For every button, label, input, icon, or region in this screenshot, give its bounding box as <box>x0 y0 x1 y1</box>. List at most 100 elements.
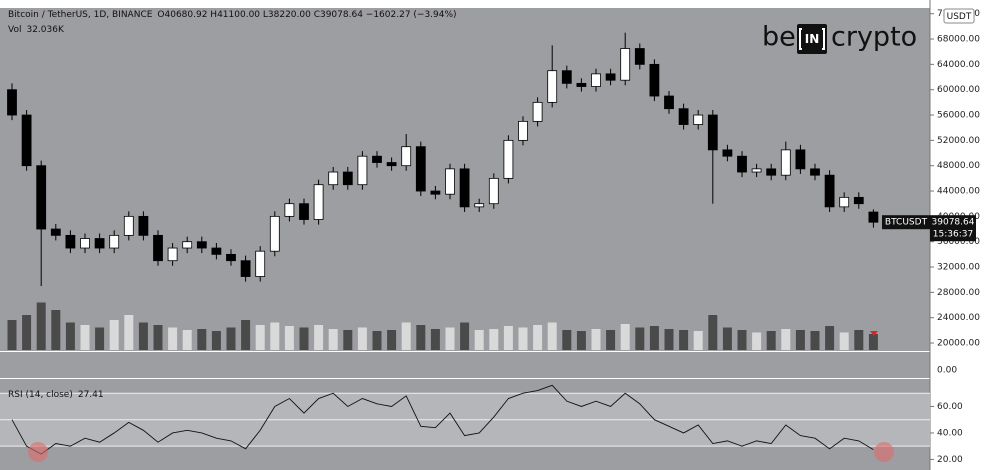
volume-bar <box>591 329 601 350</box>
ohlc-legend: O40680.92 H41100.00 L38220.00 C39078.64 … <box>157 10 456 20</box>
candle-body <box>138 215 149 236</box>
y-tick-label: 28000.00 <box>937 288 980 298</box>
candle-body <box>591 73 601 87</box>
candle-body <box>415 146 426 192</box>
volume-bar <box>182 330 192 350</box>
price-tag-label: 39078.64 <box>932 218 975 228</box>
volume-bar <box>489 329 499 350</box>
volume-bar <box>124 315 134 350</box>
logo-brackets <box>799 28 825 50</box>
candle-body <box>7 89 17 116</box>
candle-body <box>430 190 441 195</box>
candle-body <box>795 149 806 170</box>
logo-crypto: crypto <box>831 22 917 53</box>
volume-bar <box>606 330 616 350</box>
candle-body <box>445 168 455 195</box>
countdown-label: 15:36:37 <box>933 230 973 240</box>
volume-bar <box>241 320 251 350</box>
candle-body <box>664 95 674 110</box>
candle-body <box>532 101 543 122</box>
volume-bar <box>416 325 426 350</box>
candle-body <box>269 215 280 252</box>
volume-bar <box>766 331 776 350</box>
candle-body <box>751 168 762 173</box>
candle-body <box>36 165 47 230</box>
y-tick-label: 0.00 <box>937 366 957 376</box>
candle-body <box>547 70 558 103</box>
volume-bar <box>138 322 148 350</box>
rsi-low-highlight <box>28 442 48 462</box>
candle-body <box>620 48 631 81</box>
candle-body <box>80 238 90 249</box>
candle-body <box>357 155 368 186</box>
candle-body <box>372 155 382 163</box>
y-tick-label: 52000.00 <box>937 136 980 146</box>
currency-label: USDT <box>947 12 972 22</box>
candle-body <box>678 108 689 125</box>
rsi-line <box>11 384 874 455</box>
volume-bar <box>795 330 805 350</box>
candle-body <box>123 215 134 236</box>
volume-bar <box>503 326 513 350</box>
candle-body <box>284 203 295 217</box>
volume-bar <box>679 330 689 350</box>
y-tick-label: 64000.00 <box>937 60 980 70</box>
logo-in: IN <box>805 32 820 46</box>
volume-bar <box>781 329 791 350</box>
volume-bar <box>95 327 105 350</box>
candle-body <box>634 48 645 65</box>
candle-body <box>50 228 61 236</box>
candle-body <box>94 238 105 249</box>
volume-bar <box>270 322 280 350</box>
volume-title: Vol <box>8 25 21 35</box>
candle-body <box>226 253 236 262</box>
candle-body <box>707 114 718 151</box>
volume-bar <box>211 331 221 350</box>
volume-bar <box>255 325 265 350</box>
volume-bar <box>649 326 659 350</box>
volume-bar <box>562 330 572 350</box>
volume-bar <box>328 329 338 350</box>
candle-body <box>459 168 470 208</box>
volume-bar <box>387 330 397 350</box>
volume-bar <box>825 326 835 350</box>
rsi-last: 27.41 <box>78 390 104 400</box>
candle-body <box>153 234 163 262</box>
empty-pane <box>0 352 930 378</box>
volume-bar <box>854 330 864 350</box>
candle-body <box>109 234 120 249</box>
candle-body <box>240 260 251 277</box>
candle-body <box>21 114 32 167</box>
candle-body <box>474 203 485 208</box>
candle-body <box>488 177 499 205</box>
candle-body <box>503 139 514 179</box>
volume-bar <box>284 326 294 350</box>
volume-bar <box>868 333 878 350</box>
candle-body <box>722 149 733 157</box>
candle-body <box>766 168 777 176</box>
volume-bar <box>547 322 557 350</box>
volume-bar <box>299 327 309 350</box>
volume-bar <box>226 327 236 350</box>
candle-body <box>255 250 266 277</box>
volume-bar <box>620 324 630 350</box>
candle-body <box>693 114 704 125</box>
candle-body <box>182 241 193 249</box>
candle-body <box>65 234 76 249</box>
volume-bar <box>168 327 178 350</box>
volume-bar <box>460 322 470 350</box>
y-tick-label: 60.00 <box>937 402 963 412</box>
volume-bar <box>80 325 90 350</box>
symbol-title: Bitcoin / TetherUS, 1D, BINANCE <box>8 10 153 20</box>
y-tick-label: 56000.00 <box>937 111 980 121</box>
y-tick-label: 24000.00 <box>937 313 980 323</box>
volume-bar <box>839 332 849 350</box>
candle-body <box>196 241 207 249</box>
y-tick-label: 36000.00 <box>937 237 980 247</box>
candle-body <box>853 196 864 205</box>
candle-body <box>780 149 791 176</box>
y-tick-label: 20.00 <box>937 455 963 465</box>
logo-box <box>797 24 827 54</box>
volume-bar <box>197 329 207 350</box>
